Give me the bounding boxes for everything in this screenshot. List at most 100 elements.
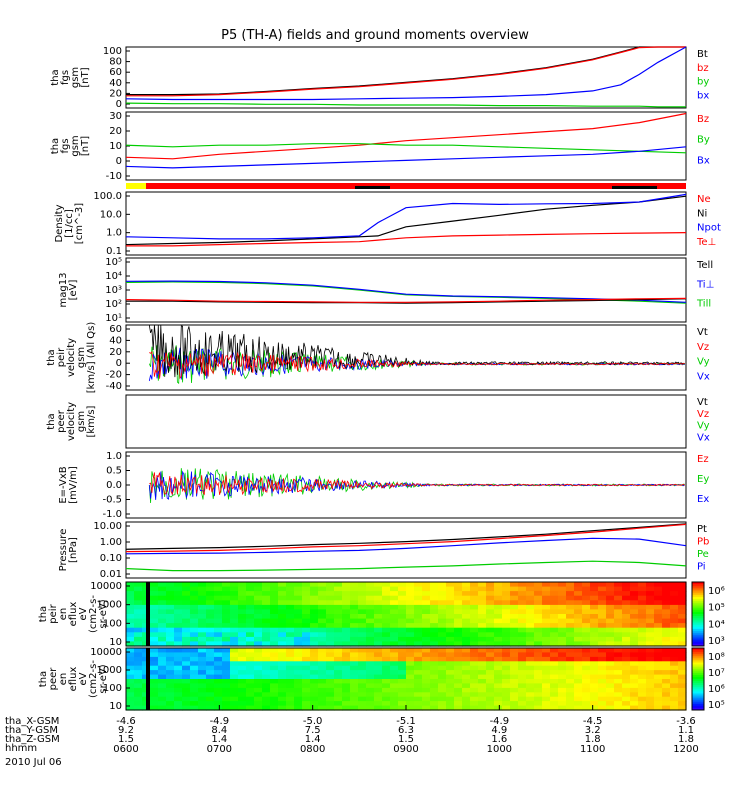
heatmap-cell bbox=[278, 692, 287, 698]
heatmap-cell bbox=[654, 696, 663, 702]
series-line-Tell bbox=[126, 298, 687, 304]
heatmap-cell bbox=[566, 627, 575, 633]
heatmap-cell bbox=[526, 652, 535, 658]
heatmap-cell bbox=[398, 656, 407, 662]
heatmap-cell bbox=[574, 683, 583, 689]
y-axis-label: eV bbox=[78, 672, 89, 685]
heatmap-cell bbox=[182, 623, 191, 629]
heatmap-cell bbox=[382, 600, 391, 606]
heatmap-cell bbox=[470, 595, 479, 601]
heatmap-cell bbox=[526, 665, 535, 671]
heatmap-cell bbox=[342, 687, 351, 693]
heatmap-cell bbox=[190, 696, 199, 702]
heatmap-cell bbox=[374, 632, 383, 638]
heatmap-cell bbox=[278, 674, 287, 680]
heatmap-cell bbox=[126, 586, 135, 592]
heatmap-cell bbox=[646, 614, 655, 620]
heatmap-cell bbox=[198, 618, 207, 624]
heatmap-cell bbox=[350, 679, 359, 684]
heatmap-cell bbox=[318, 674, 327, 680]
heatmap-cell bbox=[390, 604, 399, 611]
y-axis-label: eflux bbox=[68, 602, 79, 627]
heatmap-cell bbox=[334, 618, 343, 624]
heatmap-cell bbox=[238, 641, 247, 647]
heatmap-cell bbox=[606, 687, 615, 693]
heatmap-cell bbox=[662, 595, 671, 601]
y-tick-label: 80 bbox=[109, 57, 122, 68]
heatmap-cell bbox=[422, 618, 431, 624]
heatmap-cell bbox=[614, 670, 623, 676]
heatmap-cell bbox=[198, 632, 207, 638]
heatmap-cell bbox=[206, 701, 215, 707]
heatmap-cell bbox=[150, 656, 159, 662]
series-line-Bx bbox=[125, 146, 687, 169]
heatmap-cell bbox=[254, 627, 263, 633]
heatmap-cell bbox=[542, 604, 551, 611]
heatmap-cell bbox=[310, 632, 319, 638]
heatmap-cell bbox=[278, 614, 287, 620]
heatmap-cell bbox=[470, 679, 479, 684]
heatmap-cell bbox=[342, 679, 351, 684]
heatmap-cell bbox=[406, 600, 415, 606]
heatmap-cell bbox=[390, 614, 399, 620]
heatmap-cell bbox=[654, 692, 663, 698]
heatmap-cell bbox=[582, 609, 591, 615]
heatmap-cell bbox=[582, 604, 591, 611]
heatmap-cell bbox=[294, 648, 303, 653]
heatmap-cell bbox=[406, 670, 415, 676]
heatmap-cell bbox=[174, 674, 183, 680]
x-tick-label: 0700 bbox=[207, 744, 232, 755]
heatmap-cell bbox=[430, 600, 439, 606]
heatmap-cell bbox=[566, 648, 575, 653]
heatmap-cell bbox=[382, 641, 391, 647]
heatmap-cell bbox=[454, 665, 463, 671]
heatmap-cell bbox=[630, 614, 639, 620]
heatmap-cell bbox=[670, 586, 679, 592]
heatmap-cell bbox=[278, 696, 287, 702]
heatmap-cell bbox=[470, 618, 479, 624]
heatmap-cell bbox=[566, 586, 575, 592]
heatmap-cell bbox=[166, 600, 175, 606]
heatmap-cell bbox=[430, 683, 439, 689]
heatmap-cell bbox=[286, 705, 295, 711]
heatmap-cell bbox=[150, 665, 159, 671]
heatmap-cell bbox=[366, 586, 375, 592]
heatmap-cell bbox=[350, 614, 359, 620]
heatmap-cell bbox=[494, 656, 503, 662]
heatmap-cell bbox=[350, 586, 359, 592]
heatmap-cell bbox=[262, 701, 271, 707]
heatmap-cell bbox=[198, 687, 207, 693]
heatmap-cell bbox=[174, 692, 183, 698]
heatmap-cell bbox=[238, 604, 247, 611]
heatmap-cell bbox=[254, 674, 263, 680]
heatmap-cell bbox=[286, 670, 295, 676]
heatmap-cell bbox=[246, 591, 255, 597]
heatmap-cell bbox=[302, 641, 311, 647]
heatmap-cell bbox=[526, 705, 535, 711]
heatmap-cell bbox=[214, 623, 223, 629]
heatmap-cell bbox=[622, 656, 631, 662]
heatmap-cell bbox=[502, 614, 511, 620]
heatmap-cell bbox=[334, 705, 343, 711]
heatmap-cell bbox=[318, 641, 327, 647]
heatmap-cell bbox=[126, 636, 135, 643]
heatmap-cell bbox=[318, 586, 327, 592]
heatmap-cell bbox=[494, 636, 503, 643]
heatmap-cell bbox=[446, 701, 455, 707]
heatmap-cell bbox=[670, 670, 679, 676]
heatmap-cell bbox=[462, 627, 471, 633]
heatmap-cell bbox=[550, 618, 559, 624]
heatmap-cell bbox=[198, 670, 207, 676]
heatmap-cell bbox=[374, 586, 383, 592]
heatmap-cell bbox=[158, 604, 167, 611]
heatmap-cell bbox=[366, 656, 375, 662]
heatmap-cell bbox=[214, 586, 223, 592]
heatmap-cell bbox=[462, 618, 471, 624]
colorbar-cell bbox=[692, 614, 704, 617]
heatmap-cell bbox=[342, 604, 351, 611]
heatmap-cell bbox=[302, 687, 311, 693]
heatmap-cell bbox=[582, 648, 591, 653]
heatmap-cell bbox=[134, 604, 143, 611]
heatmap-cell bbox=[398, 641, 407, 647]
heatmap-cell bbox=[126, 661, 135, 667]
